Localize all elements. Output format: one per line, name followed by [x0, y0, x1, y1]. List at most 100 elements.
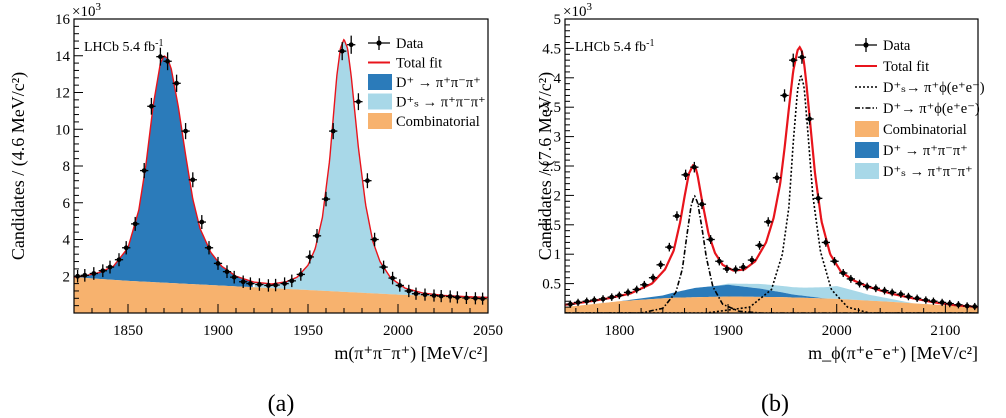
legend-label: D⁺ₛ → π⁺π⁻π⁺ [396, 95, 486, 111]
y-axis-label: Candidates / (7.6 MeV/c²) [535, 72, 556, 260]
data-point-marker [600, 296, 606, 302]
panel-b-label: (b) [761, 391, 789, 417]
data-point [921, 296, 930, 304]
data-point-marker [248, 281, 253, 286]
data-point [204, 241, 214, 255]
data-point [388, 271, 397, 285]
data-point [437, 290, 446, 303]
legend-item: Total fit [368, 56, 442, 72]
data-point [590, 296, 599, 304]
panel-a-label: (a) [268, 391, 295, 417]
data-point-marker [149, 103, 154, 109]
data-point [147, 97, 156, 115]
legend-label: D⁺→ π⁺ϕ(e⁺e⁻) [883, 101, 980, 117]
y-tick-label: 10 [55, 122, 70, 138]
data-point-marker [464, 295, 469, 301]
data-point [462, 291, 471, 304]
data-point-marker [183, 128, 189, 134]
data-point [287, 274, 296, 288]
data-point-marker [691, 164, 697, 170]
data-point-marker [365, 178, 370, 184]
data-point [797, 50, 807, 64]
data-point [379, 260, 388, 274]
legend-swatch [855, 163, 879, 179]
data-point-marker [658, 262, 664, 268]
data-point-marker [882, 288, 887, 294]
data-point [681, 169, 690, 181]
y-tick-label: 4 [554, 71, 562, 87]
data-point-marker [174, 80, 180, 86]
x-tick-label: 1900 [713, 323, 743, 339]
data-point-marker [931, 298, 936, 304]
data-point-marker [266, 283, 271, 288]
data-point-marker [609, 294, 615, 300]
data-point [354, 93, 363, 111]
data-point [163, 52, 172, 71]
y-axis-exponent: ×103 [563, 1, 592, 20]
legend-label: D⁺ → π⁺π⁻π⁺ [883, 143, 968, 159]
data-point [805, 113, 814, 125]
data-point-marker [438, 293, 444, 299]
data-point-marker [158, 54, 163, 60]
legend-label: Total fit [396, 56, 442, 72]
data-point [131, 216, 140, 231]
data-point-marker [298, 272, 304, 277]
data-point [213, 256, 223, 270]
x-tick-label: 2050 [473, 323, 503, 339]
data-point [706, 235, 715, 244]
data-point-marker [390, 275, 395, 281]
data-point [296, 268, 305, 281]
data-point-marker [848, 276, 854, 282]
data-point-marker [190, 177, 196, 183]
lhcb-annotation-sup: -1 [646, 38, 654, 49]
panel-a-chart: 1850 1900 1950 2000 2050 2 4 6 8 10 12 14 16 ×103 Cand… [8, 1, 503, 364]
data-point-marker [240, 279, 246, 285]
plot-area [74, 35, 488, 313]
data-point [329, 123, 338, 140]
data-point-marker [749, 257, 755, 263]
legend-swatch [368, 74, 392, 90]
total-fit-curve [74, 38, 488, 299]
data-point-marker [740, 264, 746, 270]
data-point [672, 211, 682, 221]
data-point [731, 265, 740, 274]
legend: Data Total fit D⁺ → π⁺π⁻π⁺ D⁺ₛ → π⁺π⁻π⁺ Comb… [368, 36, 486, 130]
legend-item: D⁺ₛ → π⁺π⁻π⁺ [855, 163, 973, 180]
data-points [74, 35, 487, 305]
legend: Data Total fit D⁺ₛ→ π⁺ϕ(e⁺e⁻) D⁺→ π⁺ϕ(e⁺e⁻)… [855, 38, 985, 180]
y-tick-label: 12 [55, 86, 70, 102]
data-point [114, 253, 124, 267]
data-point [640, 280, 649, 289]
data-point-marker [356, 99, 361, 105]
data-point-marker [215, 260, 221, 266]
data-point [197, 215, 206, 230]
legend-item: D⁺ → π⁺π⁻π⁺ [368, 74, 481, 91]
legend-swatch [368, 113, 392, 129]
lhcb-annotation-sup: -1 [155, 38, 163, 49]
data-point-marker [584, 298, 590, 304]
data-point [230, 270, 239, 284]
data-point [411, 287, 421, 300]
data-point [945, 299, 954, 308]
data-point [880, 286, 889, 295]
data-point [573, 298, 583, 307]
data-point [404, 284, 413, 298]
y-axis-exponent-power: 3 [586, 1, 592, 13]
data-point-marker [964, 303, 970, 309]
y-tick-label: 6 [63, 196, 71, 212]
data-point [370, 232, 379, 247]
legend-item: Combinatorial [855, 121, 967, 138]
data-point [871, 284, 880, 293]
data-point [697, 199, 707, 210]
y-tick-label: 4 [63, 233, 71, 249]
data-point-marker [889, 290, 895, 295]
x-tick-label: 2000 [822, 323, 852, 339]
data-point [632, 285, 641, 294]
lhcb-annotation: LHCb 5.4 fb-1 [84, 38, 164, 55]
data-point-marker [914, 295, 920, 301]
data-point [429, 289, 439, 302]
legend-label: Data [396, 36, 424, 52]
data-point [722, 264, 732, 273]
y-tick-label: 1.5 [542, 218, 561, 234]
data-point-marker [857, 281, 862, 286]
